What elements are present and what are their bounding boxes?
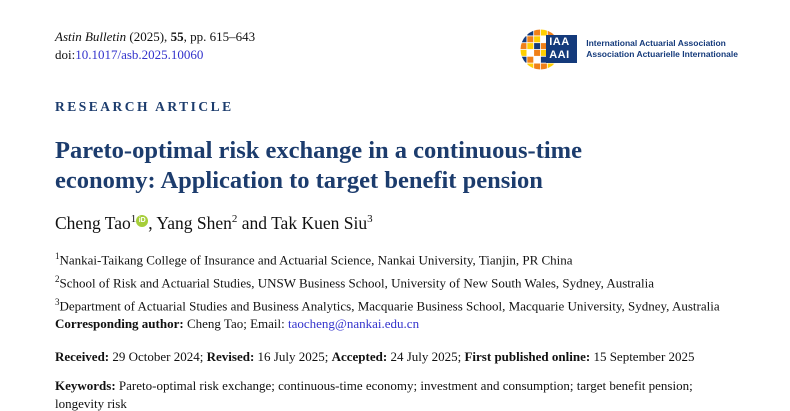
orcid-icon[interactable]: iD [136, 215, 149, 228]
iaa-acronym-line1: IAA [549, 36, 570, 48]
affiliation-3-mark: 3 [55, 296, 60, 307]
keywords-label: Keywords: [55, 377, 116, 393]
affiliation-3: 3Department of Actuarial Studies and Bus… [55, 293, 738, 316]
iaa-logo-mark: IAA AAI [520, 26, 578, 72]
journal-year: (2025), [126, 29, 171, 44]
authors-line: Cheng Tao1 iD, Yang Shen2 and Tak Kuen Si… [55, 213, 738, 234]
article-history-line: Received: 29 October 2024; Revised: 16 J… [55, 348, 738, 366]
received-date: 29 October 2024; [109, 348, 207, 364]
iaa-acronym-line2: AAI [549, 49, 570, 61]
published-label: First published online: [464, 348, 591, 364]
accepted-label: Accepted: [331, 348, 388, 364]
affiliation-1-text: Nankai-Taikang College of Insurance and … [59, 252, 573, 268]
accepted-date: 24 July 2025; [387, 348, 465, 364]
author-1: Cheng Tao [55, 213, 131, 233]
iaa-org-line2: Association Actuarielle Internationale [586, 49, 738, 59]
affiliation-1: 1Nankai-Taikang College of Insurance and… [55, 247, 738, 270]
author-2: Yang Shen [156, 213, 232, 233]
author-separator-2: and [237, 213, 272, 233]
doi-link[interactable]: 10.1017/asb.2025.10060 [75, 47, 204, 62]
revised-date: 16 July 2025; [254, 348, 332, 364]
keywords-line: Keywords: Pareto-optimal risk exchange; … [55, 377, 738, 411]
doi-line: doi:10.1017/asb.2025.10060 [55, 46, 255, 64]
journal-name: Astin Bulletin [55, 29, 127, 44]
iaa-org-line1: International Actuarial Association [586, 38, 726, 48]
author-3-affmark: 3 [367, 213, 373, 226]
author-3: Tak Kuen Siu [271, 213, 368, 233]
affiliation-2: 2School of Risk and Actuarial Studies, U… [55, 270, 738, 293]
article-title: Pareto-optimal risk exchange in a contin… [55, 137, 582, 194]
journal-volume: 55 [170, 29, 184, 44]
article-type-label: RESEARCH ARTICLE [55, 99, 234, 114]
affiliation-3-text: Department of Actuarial Studies and Busi… [59, 297, 720, 313]
corresponding-author-line: Corresponding author: Cheng Tao; Email: … [55, 315, 738, 334]
received-label: Received: [55, 348, 110, 364]
affiliation-1-mark: 1 [55, 251, 60, 261]
revised-label: Revised: [206, 348, 255, 364]
header-row: Astin Bulletin (2025), 55, pp. 615–643 d… [55, 28, 738, 72]
iaa-acronym-box: IAA AAI [546, 35, 578, 63]
keywords-text: Pareto-optimal risk exchange; continuous… [55, 377, 693, 411]
iaa-org-name: International Actuarial Association Asso… [586, 38, 738, 60]
corresponding-email-link[interactable]: taocheng@nankai.edu.cn [287, 316, 420, 332]
journal-pages: , pp. 615–643 [183, 29, 256, 44]
affiliations-block: 1Nankai-Taikang College of Insurance and… [55, 247, 738, 334]
author-separator-1: , [148, 213, 157, 233]
author-2-affmark: 2 [231, 213, 238, 226]
corresponding-label: Corresponding author: [55, 316, 184, 332]
affiliation-2-mark: 2 [55, 273, 60, 284]
doi-prefix: doi: [55, 47, 76, 62]
journal-info: Astin Bulletin (2025), 55, pp. 615–643 d… [55, 28, 255, 64]
published-date: 15 September 2025 [590, 348, 695, 364]
affiliation-2-text: School of Risk and Actuarial Studies, UN… [59, 275, 655, 291]
journal-citation-line: Astin Bulletin (2025), 55, pp. 615–643 [55, 28, 255, 46]
iaa-logo: IAA AAI International Actuarial Associat… [520, 26, 738, 72]
corresponding-text: Cheng Tao; Email: [183, 316, 288, 332]
author-1-affmark: 1 [130, 213, 137, 226]
